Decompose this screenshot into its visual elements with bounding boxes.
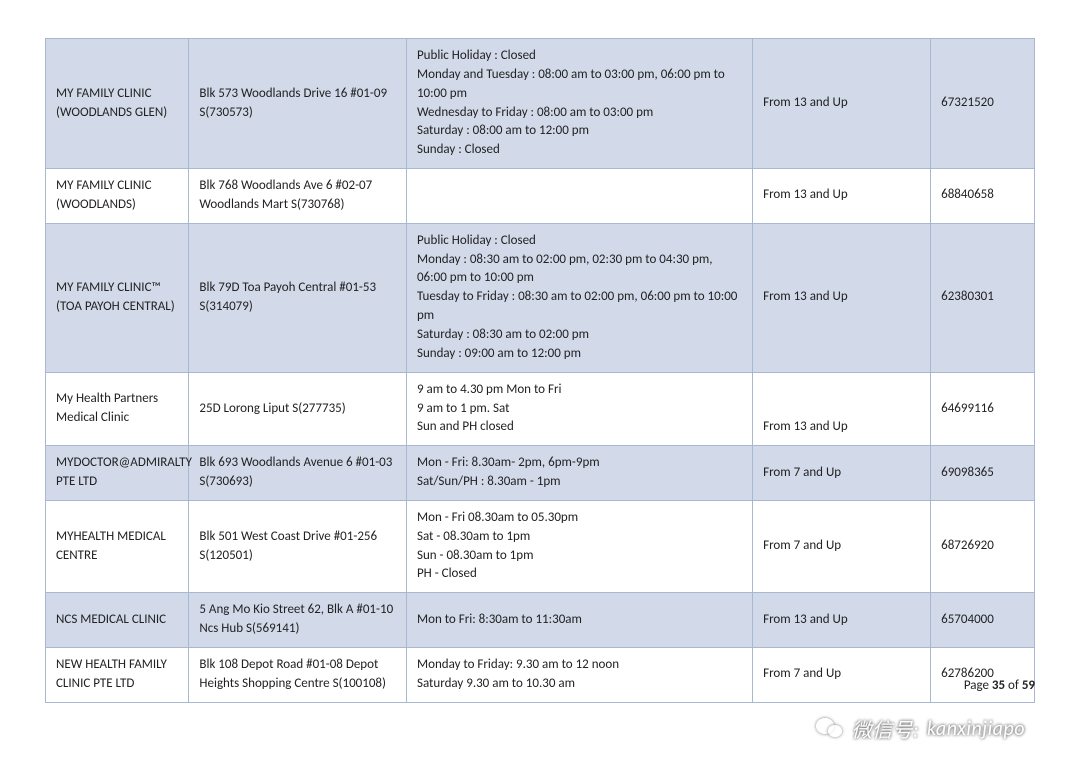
cell-name: NCS MEDICAL CLINIC bbox=[46, 593, 189, 648]
table-row: MYDOCTOR@ADMIRALTY PTE LTDBlk 693 Woodla… bbox=[46, 446, 1035, 501]
cell-hours: Public Holiday : Closed Monday : 08:30 a… bbox=[406, 223, 752, 372]
cell-address: Blk 693 Woodlands Avenue 6 #01-03 S(7306… bbox=[189, 446, 407, 501]
table-row: My Health Partners Medical Clinic25D Lor… bbox=[46, 372, 1035, 446]
cell-name: MYHEALTH MEDICAL CENTRE bbox=[46, 500, 189, 592]
cell-age: From 7 and Up bbox=[753, 446, 931, 501]
cell-hours: Mon to Fri: 8:30am to 11:30am bbox=[406, 593, 752, 648]
wechat-label: 微信号: bbox=[852, 714, 919, 743]
table-row: NEW HEALTH FAMILY CLINIC PTE LTDBlk 108 … bbox=[46, 647, 1035, 702]
cell-hours: Public Holiday : Closed Monday and Tuesd… bbox=[406, 39, 752, 169]
cell-address: Blk 573 Woodlands Drive 16 #01-09 S(7305… bbox=[189, 39, 407, 169]
page-prefix: Page bbox=[964, 678, 992, 693]
cell-age: From 13 and Up bbox=[753, 39, 931, 169]
cell-name: My Health Partners Medical Clinic bbox=[46, 372, 189, 446]
cell-address: Blk 79D Toa Payoh Central #01-53 S(31407… bbox=[189, 223, 407, 372]
page-number: Page 35 of 59 bbox=[964, 678, 1035, 693]
cell-address: Blk 108 Depot Road #01-08 Depot Heights … bbox=[189, 647, 407, 702]
table-row: MY FAMILY CLINIC (WOODLANDS)Blk 768 Wood… bbox=[46, 169, 1035, 224]
cell-phone: 68840658 bbox=[931, 169, 1035, 224]
wechat-icon bbox=[816, 715, 844, 743]
cell-age: From 7 and Up bbox=[753, 647, 931, 702]
cell-phone: 69098365 bbox=[931, 446, 1035, 501]
cell-name: NEW HEALTH FAMILY CLINIC PTE LTD bbox=[46, 647, 189, 702]
cell-name: MY FAMILY CLINIC™ (TOA PAYOH CENTRAL) bbox=[46, 223, 189, 372]
table-row: MY FAMILY CLINIC™ (TOA PAYOH CENTRAL)Blk… bbox=[46, 223, 1035, 372]
cell-age: From 13 and Up bbox=[753, 372, 931, 446]
cell-age: From 13 and Up bbox=[753, 169, 931, 224]
cell-name: MY FAMILY CLINIC (WOODLANDS) bbox=[46, 169, 189, 224]
clinic-table: MY FAMILY CLINIC (WOODLANDS GLEN)Blk 573… bbox=[45, 38, 1035, 703]
cell-address: 5 Ang Mo Kio Street 62, Blk A #01-10 Ncs… bbox=[189, 593, 407, 648]
cell-age: From 13 and Up bbox=[753, 223, 931, 372]
cell-hours: Mon - Fri: 8.30am- 2pm, 6pm-9pmSat/Sun/P… bbox=[406, 446, 752, 501]
cell-phone: 65704000 bbox=[931, 593, 1035, 648]
cell-phone: 68726920 bbox=[931, 500, 1035, 592]
cell-age: From 7 and Up bbox=[753, 500, 931, 592]
cell-hours: Mon - Fri 08.30am to 05.30pmSat - 08.30a… bbox=[406, 500, 752, 592]
cell-phone: 67321520 bbox=[931, 39, 1035, 169]
wechat-watermark: 微信号: kanxinjiapo bbox=[816, 714, 1025, 743]
cell-phone: 62786200 bbox=[931, 647, 1035, 702]
table-row: MYHEALTH MEDICAL CENTREBlk 501 West Coas… bbox=[46, 500, 1035, 592]
cell-hours: Monday to Friday: 9.30 am to 12 noonSatu… bbox=[406, 647, 752, 702]
page-total: 59 bbox=[1022, 678, 1035, 693]
cell-address: Blk 768 Woodlands Ave 6 #02-07 Woodlands… bbox=[189, 169, 407, 224]
table-row: MY FAMILY CLINIC (WOODLANDS GLEN)Blk 573… bbox=[46, 39, 1035, 169]
cell-address: Blk 501 West Coast Drive #01-256 S(12050… bbox=[189, 500, 407, 592]
cell-age: From 13 and Up bbox=[753, 593, 931, 648]
table-row: NCS MEDICAL CLINIC5 Ang Mo Kio Street 62… bbox=[46, 593, 1035, 648]
cell-name: MYDOCTOR@ADMIRALTY PTE LTD bbox=[46, 446, 189, 501]
cell-name: MY FAMILY CLINIC (WOODLANDS GLEN) bbox=[46, 39, 189, 169]
cell-phone: 62380301 bbox=[931, 223, 1035, 372]
cell-address: 25D Lorong Liput S(277735) bbox=[189, 372, 407, 446]
page-mid: of bbox=[1005, 678, 1022, 693]
cell-hours: 9 am to 4.30 pm Mon to Fri9 am to 1 pm. … bbox=[406, 372, 752, 446]
cell-hours bbox=[406, 169, 752, 224]
wechat-id: kanxinjiapo bbox=[927, 717, 1025, 741]
cell-phone: 64699116 bbox=[931, 372, 1035, 446]
page-current: 35 bbox=[992, 678, 1005, 693]
